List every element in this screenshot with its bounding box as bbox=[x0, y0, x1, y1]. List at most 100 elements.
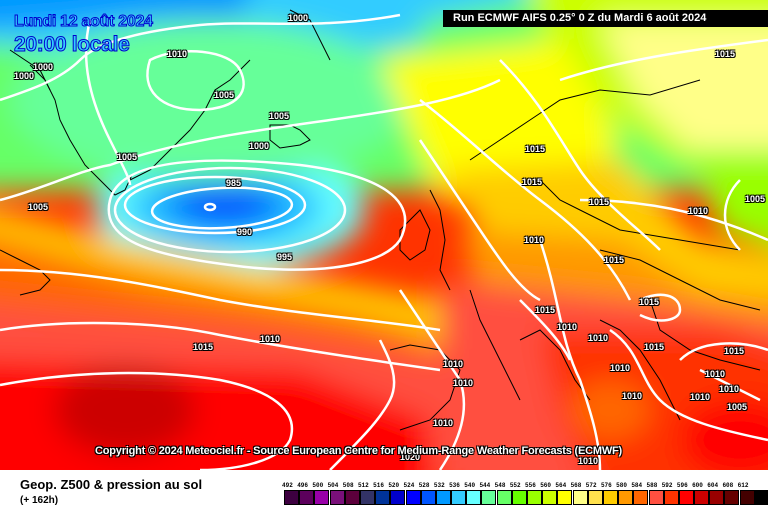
legend-tick-label: 592 bbox=[661, 482, 673, 489]
legend-swatch bbox=[739, 490, 755, 505]
legend-swatch bbox=[344, 490, 360, 505]
legend-item: 572 bbox=[585, 481, 603, 505]
isobar-label: 1015 bbox=[522, 177, 543, 187]
legend-tick-label: 572 bbox=[585, 482, 597, 489]
isobar-label: 1000 bbox=[249, 141, 270, 151]
legend-item: 552 bbox=[509, 481, 527, 505]
legend-item: 536 bbox=[449, 481, 467, 505]
isobar-label: 1005 bbox=[745, 194, 766, 204]
isobar-label: 1005 bbox=[117, 152, 138, 162]
isobar-label: 1005 bbox=[214, 90, 235, 100]
legend-tick-label: 608 bbox=[722, 482, 734, 489]
legend-tick-label: 604 bbox=[707, 482, 719, 489]
legend-item: 568 bbox=[570, 481, 588, 505]
legend-tick-label: 500 bbox=[312, 482, 324, 489]
legend-item: 580 bbox=[616, 481, 634, 505]
legend-tick-label: 552 bbox=[509, 482, 521, 489]
legend-tick-label: 496 bbox=[297, 482, 308, 489]
isobar-label: 1010 bbox=[622, 391, 643, 401]
isobar-label: 1010 bbox=[610, 363, 631, 373]
legend-swatch bbox=[435, 490, 451, 505]
map-footer: Geop. Z500 & pression au sol (+ 162h) 49… bbox=[0, 470, 768, 512]
legend-tick-label: 556 bbox=[525, 482, 536, 489]
isobar-label: 1015 bbox=[535, 305, 556, 315]
legend-item: 556 bbox=[525, 481, 542, 505]
legend-tick-label: 596 bbox=[676, 482, 688, 489]
legend-swatch bbox=[572, 490, 588, 505]
weather-map: 1000 1010 1000 1000 1005 1005 1000 1005 985 1005 9… bbox=[0, 0, 768, 470]
legend-tick-label: 600 bbox=[692, 482, 703, 489]
isobar-label: 1015 bbox=[193, 342, 214, 352]
forecast-lead-time: (+ 162h) bbox=[20, 495, 59, 506]
isobar-label: 1015 bbox=[644, 342, 665, 352]
legend-swatch bbox=[405, 490, 421, 505]
isobar-label: 1005 bbox=[269, 111, 290, 121]
legend-item: 500 bbox=[312, 481, 330, 505]
isobar-label: 1015 bbox=[715, 49, 736, 59]
legend-tick-label: 588 bbox=[646, 482, 658, 489]
legend-swatch bbox=[618, 490, 634, 505]
legend-swatch bbox=[694, 490, 710, 505]
legend-swatch bbox=[724, 490, 740, 505]
legend-tick-label: 580 bbox=[616, 482, 627, 489]
coastlines bbox=[0, 9, 761, 431]
legend-swatch bbox=[511, 490, 527, 505]
color-scale-legend: 492 496 500 504 508 512 516 520 524 528 532 536 540 5… bbox=[282, 481, 768, 505]
legend-tick-label: 516 bbox=[373, 482, 384, 489]
legend-tick-label: 612 bbox=[737, 482, 749, 489]
legend-tick-label: 560 bbox=[540, 482, 551, 489]
legend-swatch bbox=[420, 490, 436, 505]
legend-swatch bbox=[359, 490, 375, 505]
legend-swatch bbox=[375, 490, 391, 505]
legend-item: 600 bbox=[692, 481, 710, 505]
legend-item: 532 bbox=[434, 481, 451, 505]
legend-item: 612 bbox=[737, 481, 755, 505]
legend-item: 608 bbox=[722, 481, 740, 505]
isobar-label: 1010 bbox=[688, 206, 709, 216]
legend-tick-label: 540 bbox=[464, 482, 476, 489]
legend-swatch bbox=[633, 490, 649, 505]
isobar-label: 1000 bbox=[14, 71, 35, 81]
legend-item: 560 bbox=[540, 481, 558, 505]
legend-item: 520 bbox=[388, 481, 406, 505]
legend-swatch bbox=[466, 490, 482, 505]
legend-swatch bbox=[451, 490, 467, 505]
legend-tick-label: 568 bbox=[570, 482, 582, 489]
legend-swatch bbox=[329, 490, 345, 505]
isobar-label: 1010 bbox=[690, 392, 711, 402]
forecast-date: Lundi 12 août 2024 bbox=[14, 13, 154, 31]
isobar-label: 1010 bbox=[524, 235, 545, 245]
legend-item: 516 bbox=[373, 481, 391, 505]
copyright-notice: Copyright © 2024 Meteociel.fr - Source E… bbox=[95, 445, 622, 457]
isobar-label: 1010 bbox=[167, 49, 188, 59]
legend-swatch bbox=[648, 490, 664, 505]
legend-item: 512 bbox=[358, 481, 375, 505]
legend-swatch bbox=[314, 490, 330, 505]
isobar-label: 1010 bbox=[705, 369, 726, 379]
legend-item: 576 bbox=[601, 481, 618, 505]
isobar-label: 990 bbox=[237, 227, 253, 237]
legend-tick-label: 564 bbox=[555, 482, 567, 489]
legend-item: 524 bbox=[403, 481, 421, 505]
legend-item: 548 bbox=[495, 481, 512, 505]
legend-item: 504 bbox=[328, 481, 345, 505]
isobar-label: 1020 bbox=[400, 452, 421, 462]
legend-tick-label: 584 bbox=[631, 482, 643, 489]
legend-item: 604 bbox=[707, 481, 725, 505]
legend-swatch bbox=[709, 490, 725, 505]
legend-item: 596 bbox=[676, 481, 694, 505]
legend-swatch bbox=[390, 490, 406, 505]
isobar-label: 1015 bbox=[589, 197, 610, 207]
legend-swatch bbox=[602, 490, 618, 505]
isobar-label: 1010 bbox=[443, 359, 464, 369]
legend-tick-label: 524 bbox=[403, 482, 415, 489]
isobar-label: 1010 bbox=[557, 322, 578, 332]
legend-item: 492 bbox=[282, 481, 299, 505]
legend-item: 584 bbox=[631, 481, 649, 505]
isobars bbox=[0, 13, 768, 470]
legend-swatch bbox=[557, 490, 573, 505]
legend-swatch bbox=[496, 490, 512, 505]
legend-item: 508 bbox=[343, 481, 360, 505]
isobar-label: 1015 bbox=[525, 144, 546, 154]
forecast-time: 20:00 locale bbox=[13, 33, 130, 57]
